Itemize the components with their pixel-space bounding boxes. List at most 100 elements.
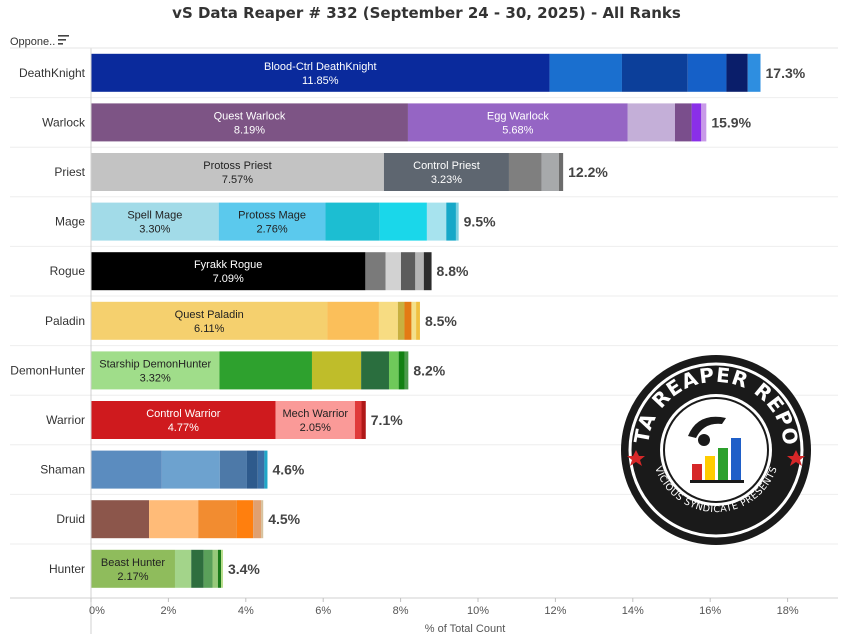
bar-segment[interactable]: [400, 252, 416, 291]
bar-segment[interactable]: [621, 53, 688, 92]
sort-icon[interactable]: [58, 34, 70, 46]
bar-segment[interactable]: [404, 351, 409, 390]
bar-segment[interactable]: [558, 153, 564, 191]
segment-label: Blood-Ctrl DeathKnight: [264, 61, 377, 73]
bar-segment[interactable]: [508, 153, 542, 191]
bar-row-druid: Druid 4.5%: [10, 500, 838, 545]
bar-segment[interactable]: [257, 450, 265, 489]
category-label: Druid: [56, 512, 85, 526]
bar-segment[interactable]: [423, 252, 432, 291]
bar-segment[interactable]: [549, 53, 622, 92]
segment-value-label: 11.85%: [302, 75, 339, 87]
bar-segment[interactable]: [416, 301, 420, 340]
bar-segment[interactable]: [378, 301, 398, 340]
bar-segment[interactable]: [219, 450, 247, 489]
bar-row-priest: Priest Protoss Priest 7.57% Control Priest 3…: [10, 153, 838, 198]
bar-segment[interactable]: [275, 401, 355, 439]
bar-segment[interactable]: [726, 53, 748, 92]
bar-segment[interactable]: [311, 351, 362, 390]
segment-label: Beast Hunter: [101, 557, 166, 569]
bar-segment[interactable]: [411, 301, 417, 340]
bar-segment[interactable]: [691, 103, 702, 142]
bar-segment[interactable]: [217, 549, 222, 588]
segment-label: Egg Warlock: [487, 110, 549, 122]
bar-segment[interactable]: [91, 401, 276, 439]
bar-segment[interactable]: [91, 450, 162, 489]
bar-segment[interactable]: [404, 301, 412, 340]
total-label: 7.1%: [371, 412, 403, 428]
x-tick-label: 16%: [699, 605, 721, 617]
category-label: DemonHunter: [10, 363, 85, 377]
bar-segment[interactable]: [91, 53, 550, 92]
bar-segment[interactable]: [253, 500, 262, 539]
segment-label: Fyrakk Rogue: [194, 259, 262, 271]
category-label: Mage: [55, 215, 85, 229]
bar-row-hunter: Hunter Beast Hunter 2.17% 3.4%: [49, 549, 260, 588]
bar-segment[interactable]: [264, 450, 268, 489]
bar-row-rogue: Rogue Fyrakk Rogue 7.09% 8.8%: [10, 252, 838, 297]
bar-segment[interactable]: [218, 202, 326, 241]
bar-segment[interactable]: [446, 202, 456, 241]
bar-segment[interactable]: [627, 103, 675, 142]
x-tick-label: 6%: [315, 605, 331, 617]
bar-segment[interactable]: [701, 103, 707, 142]
bar-segment[interactable]: [385, 252, 401, 291]
total-label: 8.8%: [437, 263, 469, 279]
bar-segment[interactable]: [91, 301, 328, 340]
bar-segment[interactable]: [246, 450, 258, 489]
total-label: 12.2%: [568, 164, 608, 180]
bar-segment[interactable]: [198, 500, 237, 539]
bar-segment[interactable]: [327, 301, 379, 340]
bar-segment[interactable]: [236, 500, 254, 539]
segment-value-label: 2.05%: [300, 422, 331, 434]
bar-segment[interactable]: [91, 500, 150, 539]
chart-title: vS Data Reaper # 332 (September 24 - 30,…: [172, 4, 681, 22]
bar-segment[interactable]: [541, 153, 559, 191]
logo-bars-icon: [690, 438, 744, 483]
bar-segment[interactable]: [361, 401, 366, 439]
segment-value-label: 2.17%: [117, 571, 148, 583]
bar-segment[interactable]: [91, 252, 366, 291]
bar-segment[interactable]: [221, 549, 223, 588]
opponent-filter-label[interactable]: Oppone..: [10, 36, 56, 48]
bar-segment[interactable]: [191, 549, 204, 588]
bar-segment[interactable]: [212, 549, 218, 588]
bar-segment[interactable]: [674, 103, 692, 142]
bar-segment[interactable]: [325, 202, 380, 241]
bar-segment[interactable]: [455, 202, 459, 241]
bar-segment[interactable]: [161, 450, 220, 489]
bar-segment[interactable]: [91, 103, 408, 142]
bar-segment[interactable]: [379, 202, 427, 241]
bar-segment[interactable]: [91, 202, 219, 241]
bar-segment[interactable]: [361, 351, 389, 390]
segment-label: Mech Warrior: [282, 408, 348, 420]
bar-row-mage: Mage Spell Mage 3.30% Protoss Mage 2.76% 9.5%: [10, 202, 838, 247]
bar-segment[interactable]: [219, 351, 312, 390]
bar-segment[interactable]: [415, 252, 424, 291]
segment-value-label: 3.32%: [140, 372, 171, 384]
bar-segment[interactable]: [388, 351, 399, 390]
x-tick-label: 2%: [160, 605, 176, 617]
bar-segment[interactable]: [383, 153, 509, 191]
bar-segment[interactable]: [203, 549, 213, 588]
bar-segment[interactable]: [174, 549, 192, 588]
bar-segment[interactable]: [407, 103, 628, 142]
bar-segment[interactable]: [398, 351, 405, 390]
segment-value-label: 6.11%: [194, 323, 225, 335]
bar-segment[interactable]: [91, 351, 220, 390]
bar-segment[interactable]: [261, 500, 264, 539]
bar-segment[interactable]: [149, 500, 199, 539]
bar-segment[interactable]: [687, 53, 727, 92]
bar-segment[interactable]: [747, 53, 761, 92]
bar-segment[interactable]: [397, 301, 405, 340]
bar-segment[interactable]: [91, 153, 384, 191]
bar-segment[interactable]: [354, 401, 362, 439]
bar-segment[interactable]: [91, 549, 175, 588]
bar-row-warlock: Warlock Quest Warlock 8.19% Egg Warlock 5.68…: [10, 103, 838, 148]
category-label: Priest: [54, 165, 85, 179]
bar-segment[interactable]: [365, 252, 386, 291]
segment-label: Starship DemonHunter: [99, 358, 211, 370]
bar-segment[interactable]: [426, 202, 447, 241]
x-tick-label: 10%: [467, 605, 489, 617]
category-label: Rogue: [50, 264, 86, 278]
